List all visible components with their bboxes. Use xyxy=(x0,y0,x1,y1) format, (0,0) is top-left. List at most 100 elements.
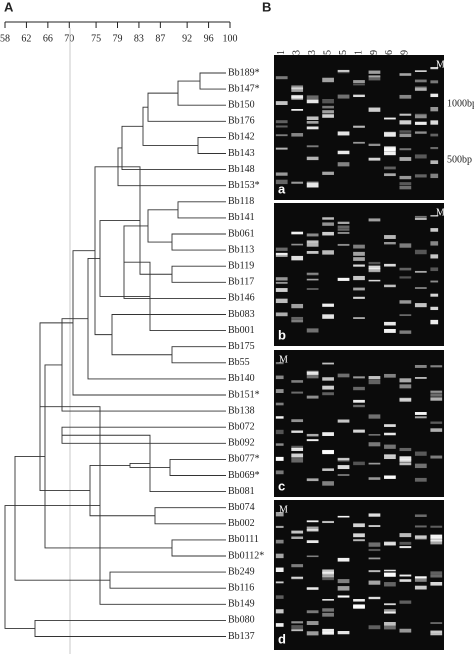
gel-band xyxy=(368,570,381,573)
gel-band xyxy=(306,587,319,590)
gel-band xyxy=(322,303,334,307)
gel-band xyxy=(306,126,319,130)
leaf-label: Bb061 xyxy=(228,228,255,239)
gel-band xyxy=(414,577,427,582)
gel-band xyxy=(291,380,304,383)
leaf-label: Bb189* xyxy=(228,67,260,78)
gel-band xyxy=(430,147,439,150)
gel-band xyxy=(414,377,427,379)
gel-band xyxy=(337,419,350,423)
gel-band xyxy=(306,526,319,531)
gel-band xyxy=(414,249,427,255)
gel-band xyxy=(430,67,439,70)
gel-band xyxy=(322,612,334,617)
gel-band xyxy=(399,133,412,138)
dendrogram-branch xyxy=(147,92,226,122)
scale-tick-label: 79 xyxy=(113,33,123,44)
gel-band xyxy=(291,629,304,632)
gel-band xyxy=(353,523,365,528)
gel-band xyxy=(337,474,350,476)
gel-band xyxy=(368,525,381,527)
leaf-label: Bb118 xyxy=(228,196,254,207)
gel-band xyxy=(306,240,319,244)
gel-band xyxy=(414,154,427,159)
gel-band xyxy=(430,455,443,459)
gel-band xyxy=(306,183,319,188)
dendrogram-branch xyxy=(109,571,226,589)
gel-band xyxy=(430,571,443,575)
gel-band xyxy=(368,596,381,600)
leaf-label: Bb001 xyxy=(228,325,255,336)
gel-band xyxy=(337,586,350,591)
gel-band xyxy=(414,121,427,125)
gel-band xyxy=(430,215,439,217)
gel-band xyxy=(368,107,381,112)
gel-band xyxy=(322,105,334,109)
leaf-label: Bb083 xyxy=(228,309,255,320)
gel-band xyxy=(291,255,304,261)
leaf-label: Bb150 xyxy=(228,99,255,110)
gel-band xyxy=(384,582,396,587)
gel-band xyxy=(306,631,319,636)
gel-band xyxy=(322,520,334,524)
gel-band xyxy=(275,389,284,394)
gel-band xyxy=(306,328,319,333)
dendrogram-branch xyxy=(142,106,198,146)
dendrogram-branch xyxy=(61,318,226,412)
gel-band xyxy=(414,70,427,72)
gel-band xyxy=(399,546,412,549)
dendrogram-branch xyxy=(99,220,150,297)
gel-band xyxy=(322,171,334,175)
gel-band xyxy=(291,419,304,423)
gel-band xyxy=(337,459,350,462)
gel-band xyxy=(353,461,365,466)
gel-band xyxy=(322,575,334,578)
leaf-label: Bb0111 xyxy=(228,534,259,545)
gel-band xyxy=(430,267,439,272)
gel-band xyxy=(414,86,427,90)
gel-band xyxy=(399,148,412,151)
gel-band xyxy=(322,77,334,83)
gel-band xyxy=(275,456,284,461)
gel-band xyxy=(337,515,350,518)
gel-band xyxy=(353,399,365,403)
gel-band xyxy=(399,276,412,279)
gel-band xyxy=(306,478,319,482)
gel-band xyxy=(353,275,365,281)
gel-band xyxy=(368,376,381,380)
gel-band xyxy=(368,414,381,419)
gel-band xyxy=(430,280,439,283)
gel-band xyxy=(337,243,350,246)
gel-band xyxy=(275,581,284,584)
leaf-label: Bb176 xyxy=(228,116,255,127)
gel-band xyxy=(291,87,304,92)
gel-band xyxy=(306,520,319,523)
gel-band xyxy=(275,147,288,150)
gel-band xyxy=(353,317,365,319)
gel-band xyxy=(291,430,304,433)
leaf-label: Bb119 xyxy=(228,260,254,271)
gel-band xyxy=(306,121,319,124)
scale-tick-label: 58 xyxy=(0,33,10,44)
gel-band xyxy=(430,428,443,432)
gel-band xyxy=(337,71,350,74)
leaf-label: Bb149 xyxy=(228,599,255,610)
gel-band xyxy=(275,134,288,137)
leaf-label: Bb175 xyxy=(228,341,255,352)
gel-band xyxy=(399,120,412,125)
gel-band xyxy=(414,364,427,368)
gel-band xyxy=(322,362,334,365)
gel-band xyxy=(322,521,334,523)
gel-band xyxy=(430,390,443,393)
gel-band xyxy=(322,392,334,396)
gel-band xyxy=(306,278,319,281)
gel-band xyxy=(368,477,381,480)
gel-band xyxy=(384,455,396,460)
gel-band xyxy=(368,279,381,282)
gel-band xyxy=(368,76,381,81)
gel-band xyxy=(399,182,412,186)
gel-band xyxy=(414,525,427,528)
gel-band xyxy=(337,630,350,635)
gel-band xyxy=(353,141,365,144)
gel-band xyxy=(275,254,288,257)
